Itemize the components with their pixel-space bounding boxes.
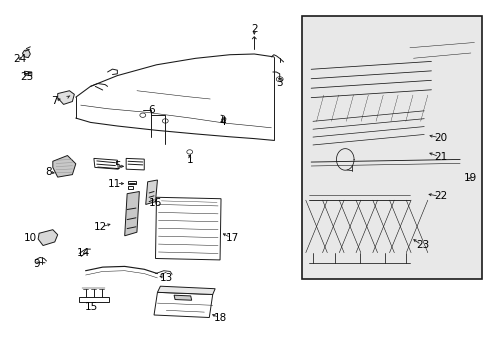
Polygon shape [157, 286, 215, 294]
Polygon shape [174, 295, 191, 300]
Text: 17: 17 [225, 233, 239, 243]
Text: 24: 24 [14, 54, 27, 64]
Text: 2: 2 [250, 24, 257, 34]
Text: 11: 11 [108, 179, 121, 189]
Polygon shape [22, 50, 30, 58]
Text: 15: 15 [85, 302, 99, 312]
Text: 3: 3 [276, 78, 283, 88]
Polygon shape [94, 158, 118, 169]
Text: 8: 8 [45, 167, 52, 177]
Polygon shape [38, 230, 58, 246]
Polygon shape [128, 186, 133, 189]
Polygon shape [128, 181, 136, 184]
Polygon shape [124, 192, 139, 236]
Text: 14: 14 [76, 248, 90, 258]
Text: 23: 23 [416, 240, 429, 250]
Text: 9: 9 [33, 258, 40, 269]
Bar [302, 16, 481, 279]
Text: 1: 1 [186, 155, 193, 165]
Polygon shape [145, 180, 157, 204]
Text: 13: 13 [159, 273, 173, 283]
Text: 4: 4 [219, 117, 225, 127]
Polygon shape [24, 71, 32, 76]
Polygon shape [310, 217, 422, 258]
Text: 25: 25 [20, 72, 34, 82]
Polygon shape [155, 197, 221, 260]
Text: 16: 16 [148, 198, 162, 208]
Text: 10: 10 [24, 233, 37, 243]
Polygon shape [406, 27, 477, 74]
Polygon shape [58, 91, 74, 104]
Text: 20: 20 [433, 132, 447, 143]
Text: 19: 19 [463, 173, 476, 183]
Polygon shape [400, 158, 424, 166]
Text: 12: 12 [93, 222, 106, 232]
Text: 5: 5 [114, 161, 121, 171]
Polygon shape [126, 158, 144, 170]
Text: 6: 6 [148, 105, 155, 115]
Polygon shape [53, 156, 76, 177]
Polygon shape [154, 292, 212, 318]
Polygon shape [400, 123, 424, 133]
Text: 21: 21 [433, 152, 447, 162]
Text: 22: 22 [433, 191, 447, 201]
Text: 18: 18 [214, 312, 227, 323]
Text: 7: 7 [51, 96, 58, 106]
Polygon shape [79, 297, 108, 302]
